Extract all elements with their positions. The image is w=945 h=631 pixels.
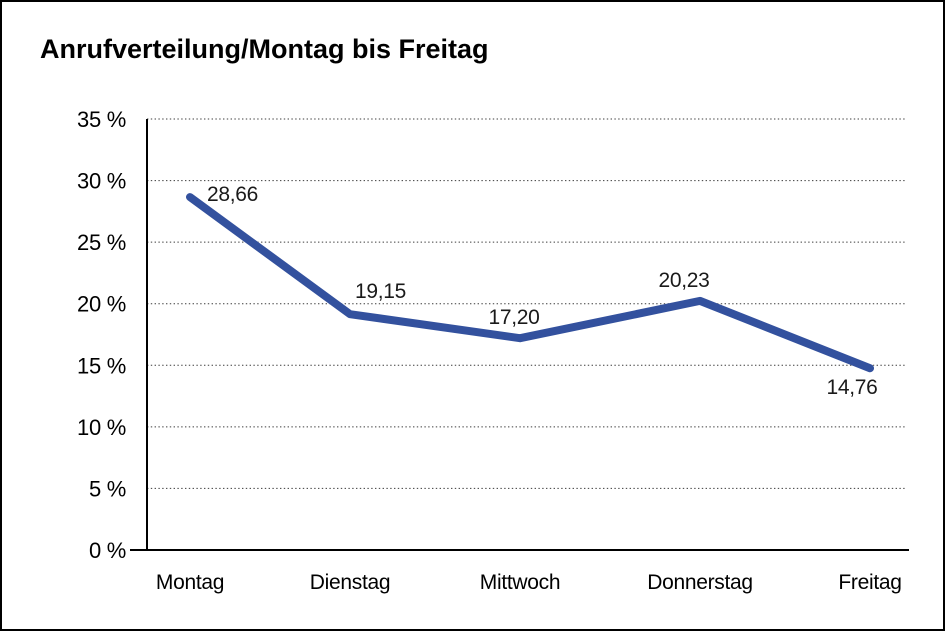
y-tick-label: 10 % bbox=[77, 415, 126, 440]
x-category-label: Donnerstag bbox=[647, 571, 753, 594]
y-tick-label: 0 % bbox=[89, 538, 126, 563]
series-line bbox=[186, 193, 874, 373]
y-tick-label: 20 % bbox=[77, 292, 126, 317]
data-label: 20,23 bbox=[658, 269, 709, 292]
data-label: 14,76 bbox=[826, 376, 877, 399]
y-tick-label: 30 % bbox=[77, 169, 126, 194]
data-label: 28,66 bbox=[207, 183, 258, 206]
y-tick-label: 25 % bbox=[77, 230, 126, 255]
x-category-label: Dienstag bbox=[310, 571, 390, 594]
data-label: 19,15 bbox=[355, 280, 406, 303]
y-tick-label: 5 % bbox=[89, 476, 126, 501]
x-category-label: Freitag bbox=[838, 571, 901, 594]
y-tick-label: 35 % bbox=[77, 107, 126, 132]
y-tick-label: 15 % bbox=[77, 353, 126, 378]
data-label: 17,20 bbox=[488, 306, 539, 329]
x-category-label: Mittwoch bbox=[480, 571, 560, 594]
x-category-label: Montag bbox=[156, 571, 224, 594]
chart-title: Anrufverteilung/Montag bis Freitag bbox=[40, 34, 489, 64]
